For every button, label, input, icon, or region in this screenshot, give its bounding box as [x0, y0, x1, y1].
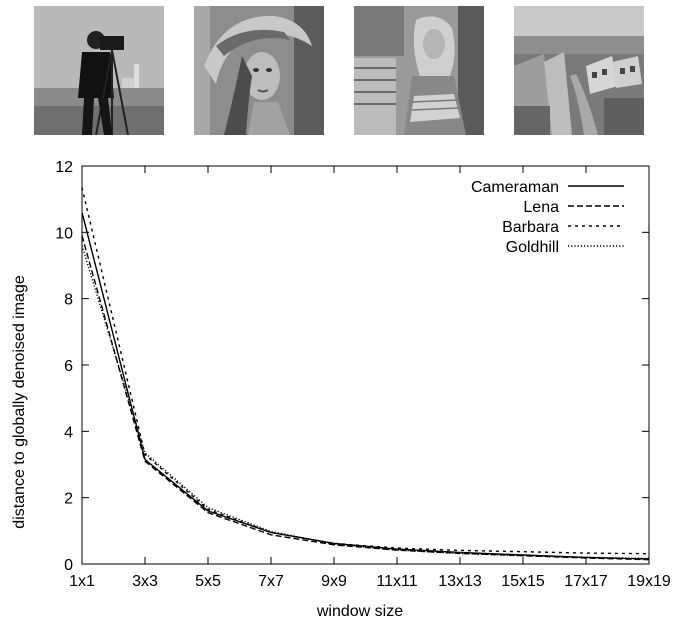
- x-tick-label: 1x1: [69, 573, 95, 590]
- x-tick-label: 5x5: [195, 573, 221, 590]
- legend-label: Goldhill: [506, 239, 559, 256]
- x-tick-label: 17x17: [564, 573, 608, 590]
- x-tick-label: 9x9: [321, 573, 347, 590]
- x-tick-label: 3x3: [132, 573, 158, 590]
- chart-legend: Cameraman Lena Barbara Goldhill: [471, 179, 624, 256]
- series-line-goldhill: [81, 245, 650, 560]
- x-tick-label: 19x19: [627, 573, 671, 590]
- plot-frame: [81, 165, 650, 565]
- y-tick-label: 12: [55, 159, 73, 176]
- series-line-cameraman: [81, 212, 650, 560]
- lena-image: [194, 6, 324, 135]
- goldhill-image: [514, 6, 644, 135]
- y-tick-label: 0: [64, 557, 73, 574]
- y-tick-label: 8: [64, 292, 73, 309]
- line-chart: 0 2 4 6 8 10 12 1x1 3x3 5x5 7x7 9x9 11x11 13x13 15x15 1…: [11, 159, 671, 620]
- chart-axes: [81, 165, 650, 565]
- x-tick-label: 13x13: [438, 573, 482, 590]
- x-tick-label: 11x11: [376, 573, 417, 590]
- series-line-lena: [81, 235, 650, 561]
- legend-label: Lena: [523, 199, 559, 216]
- barbara-image: [354, 6, 484, 135]
- image-thumbnails: [0, 0, 676, 140]
- y-tick-label: 6: [64, 358, 73, 375]
- cameraman-image: [34, 6, 164, 135]
- y-tick-label: 2: [64, 491, 73, 508]
- x-tick-label: 7x7: [258, 573, 284, 590]
- y-tick-label: 10: [55, 225, 73, 242]
- x-tick-label: 15x15: [501, 573, 545, 590]
- x-axis-label: window size: [316, 603, 403, 620]
- chart-lines: [81, 187, 650, 561]
- chart-ticks: 0 2 4 6 8 10 12 1x1 3x3 5x5 7x7 9x9 11x11 13x13 15x15 1…: [55, 159, 671, 590]
- series-line-barbara: [81, 187, 650, 555]
- y-axis-label: distance to globally denoised image: [11, 275, 28, 529]
- legend-label: Barbara: [502, 219, 559, 236]
- legend-label: Cameraman: [471, 179, 559, 196]
- y-tick-label: 4: [64, 424, 73, 441]
